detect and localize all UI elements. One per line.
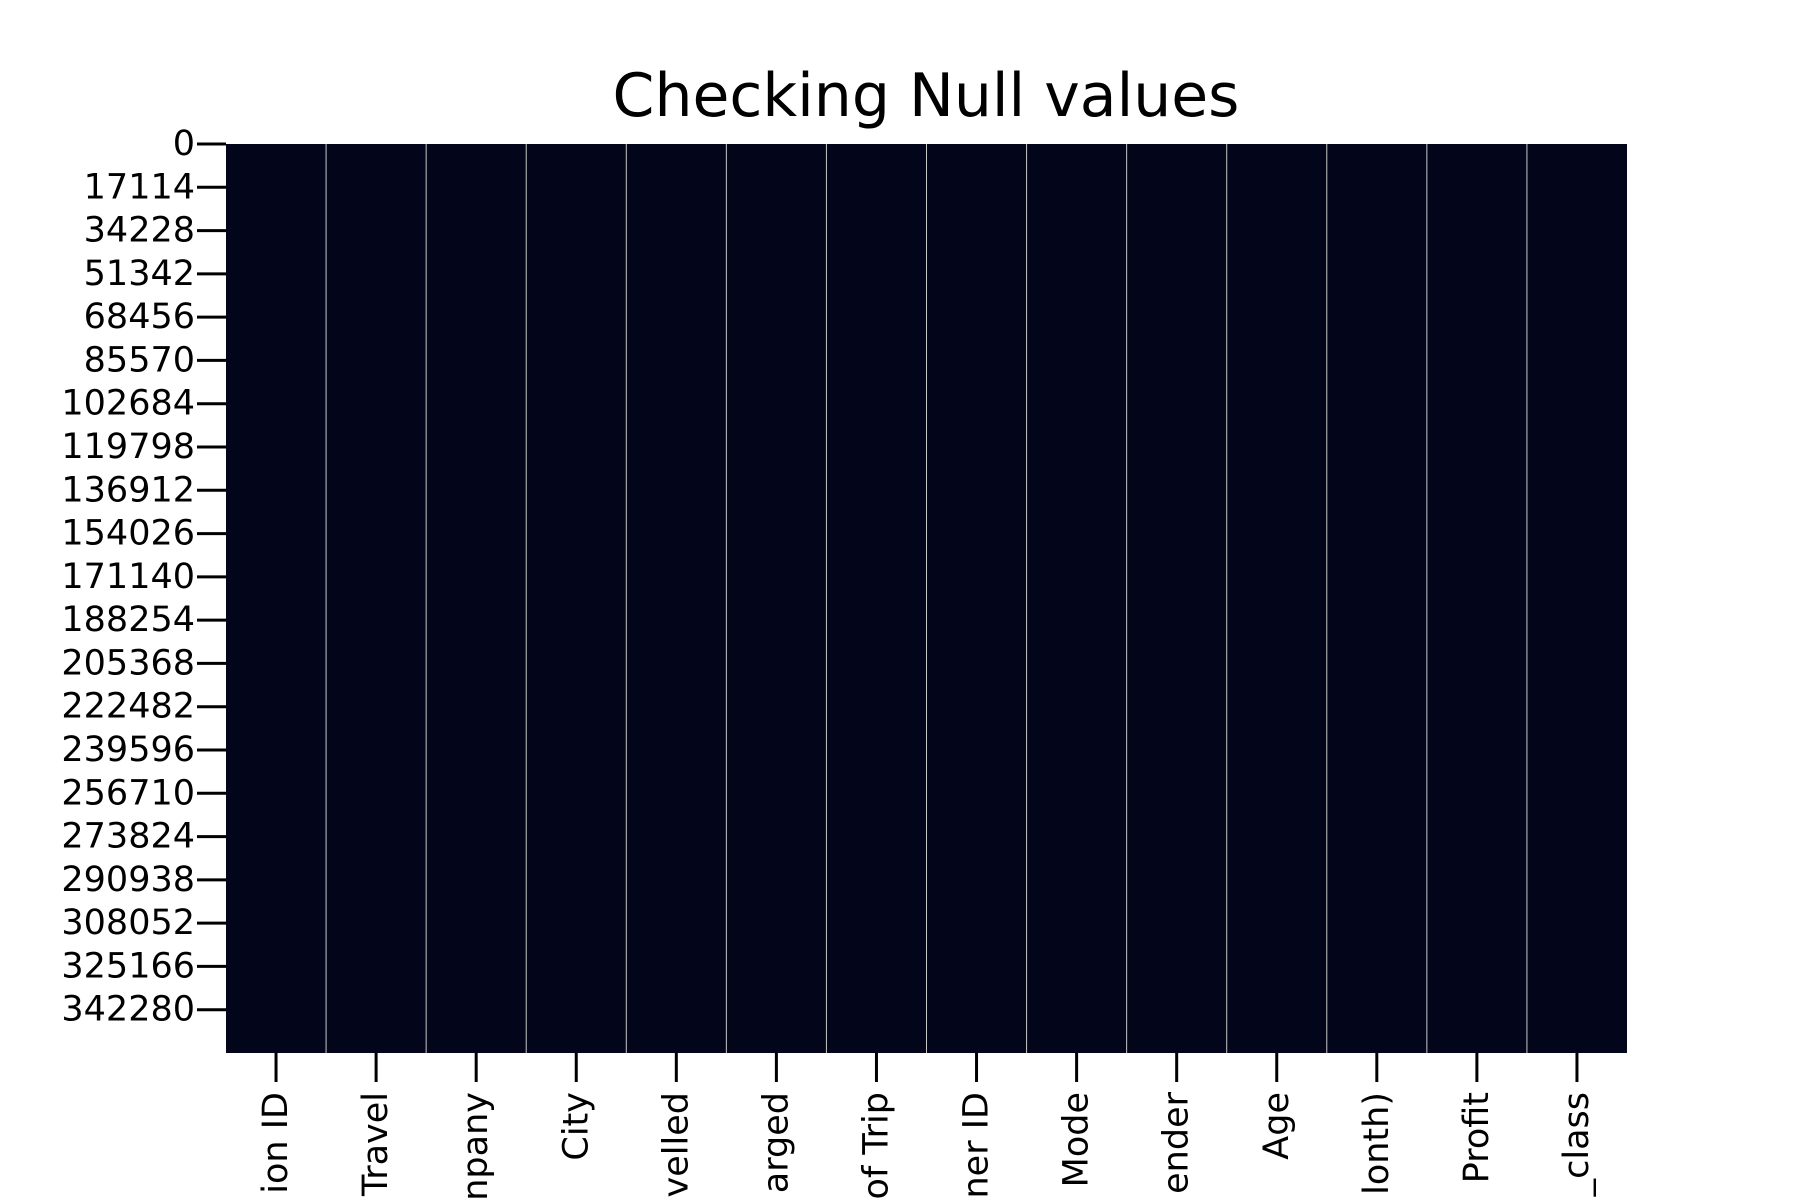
x-tick-label: npany [456,1092,496,1200]
heatmap-column-11 [1326,144,1427,1053]
heatmap-column-8 [1026,144,1127,1053]
y-tick-label: 136912 [61,470,195,510]
y-tick-label: 256710 [61,773,195,813]
y-tick-label: 290938 [61,860,195,900]
x-tick-label: Profit [1457,1092,1497,1183]
heatmap-column-1 [326,144,427,1053]
heatmap-column-9 [1126,144,1227,1053]
y-tick-label: 171140 [61,557,195,597]
column-separators [325,144,1528,1053]
x-tick-label: ender [1157,1091,1197,1193]
y-tick-label: 273824 [61,817,195,857]
x-tick-label: ion ID [256,1092,296,1194]
heatmap-column-7 [926,144,1027,1053]
heatmap-column-4 [626,144,727,1053]
y-tick-label: 51342 [84,254,195,294]
x-tick-label: ner ID [957,1092,997,1199]
y-tick-label: 17114 [84,167,195,207]
heatmap-column-6 [826,144,927,1053]
heatmap-column-10 [1226,144,1327,1053]
y-tick-label: 188254 [61,600,195,640]
x-tick-label: Travel [356,1092,396,1197]
y-tick-label: 0 [173,124,195,164]
heatmap-column-5 [726,144,827,1053]
x-tick-label: _class [1557,1092,1597,1197]
y-tick-label: 205368 [61,643,195,683]
y-tick-label: 34228 [84,211,195,251]
x-tick-label: City [556,1092,596,1161]
y-tick-label: 342280 [61,990,195,1030]
y-tick-label: 85570 [84,340,195,380]
y-tick-label: 154026 [61,514,195,554]
y-tick-label: 222482 [61,687,195,727]
y-axis: 0171143422851342684568557010268411979813… [61,124,226,1030]
x-tick-label: lonth) [1357,1092,1397,1195]
heatmap-column-3 [526,144,627,1053]
chart-title: Checking Null values [613,61,1240,131]
y-tick-label: 68456 [84,297,195,337]
x-tick-label: Mode [1057,1092,1097,1187]
x-tick-label: arged [756,1092,796,1193]
y-tick-label: 102684 [61,384,195,424]
heatmap-column-13 [1526,144,1627,1053]
y-tick-label: 239596 [61,730,195,770]
heatmap-cells [226,144,1627,1053]
heatmap-column-0 [226,144,327,1053]
x-tick-label: of Trip [856,1092,896,1199]
x-axis: ion ID Travel npany City velled arged of Trip n… [256,1053,1597,1200]
x-tick-label: velled [656,1092,696,1197]
y-tick-label: 308052 [61,903,195,943]
x-tick-label: Age [1257,1092,1297,1160]
heatmap-column-12 [1426,144,1527,1053]
heatmap-column-2 [426,144,527,1053]
y-tick-label: 119798 [61,427,195,467]
y-tick-label: 325166 [61,946,195,986]
